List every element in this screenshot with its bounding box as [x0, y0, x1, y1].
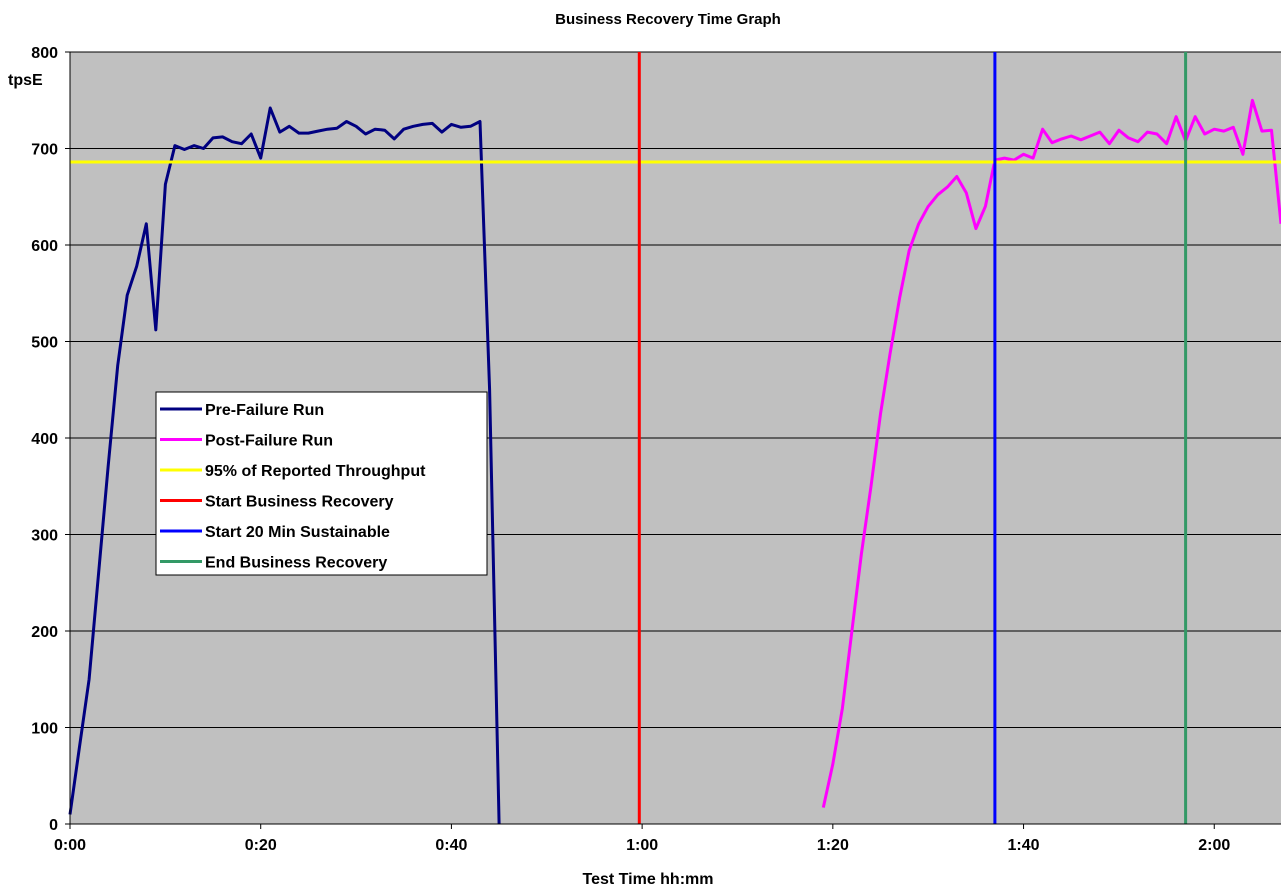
- x-tick-label: 1:20: [817, 837, 849, 854]
- legend-label-95-of-reported-throughput: 95% of Reported Throughput: [205, 463, 426, 480]
- legend-box: [155, 391, 488, 576]
- y-axis-title: tpsE: [8, 72, 43, 89]
- legend-label-pre-failure-run: Pre-Failure Run: [205, 402, 324, 419]
- y-tick-label: 200: [31, 624, 58, 641]
- legend: Pre-Failure Run Post-Failure Run 95% of Re…: [155, 391, 488, 576]
- series-line-pre-failure-run: [68, 106, 501, 825]
- legend-label-start-20-min-sustainable: Start 20 Min Sustainable: [205, 524, 390, 541]
- y-tick-label: 600: [31, 238, 58, 255]
- legend-label-post-failure-run: Post-Failure Run: [205, 433, 333, 450]
- y-tick-label: 0: [49, 817, 58, 834]
- legend-label-start-business-recovery: Start Business Recovery: [205, 494, 394, 511]
- series-line-post-failure-run: [821, 98, 1281, 808]
- y-tick-label: 700: [31, 142, 58, 159]
- series-lines: [68, 52, 1281, 825]
- legend-label-end-business-recovery: End Business Recovery: [205, 555, 387, 572]
- y-tick-label: 400: [31, 431, 58, 448]
- x-tick-label: 0:40: [435, 837, 467, 854]
- y-tick-label: 500: [31, 335, 58, 352]
- x-tick-label: 0:20: [245, 837, 277, 854]
- x-tick-label: 1:00: [626, 837, 658, 854]
- x-tick-label: 2:00: [1198, 837, 1230, 854]
- x-axis-title: Test Time hh:mm: [583, 871, 714, 888]
- x-tick-label: 1:40: [1008, 837, 1040, 854]
- x-axis-ticks: 0:00 0:20 0:40 1:00 1:20 1:40 2:00: [54, 824, 1230, 854]
- y-tick-label: 100: [31, 721, 58, 738]
- y-tick-label: 300: [31, 528, 58, 545]
- y-axis-ticks: 0 100 200 300 400 500 600 700 800: [31, 45, 70, 834]
- chart-title: Business Recovery Time Graph: [555, 11, 781, 28]
- y-tick-label: 800: [31, 45, 58, 62]
- x-tick-label: 0:00: [54, 837, 86, 854]
